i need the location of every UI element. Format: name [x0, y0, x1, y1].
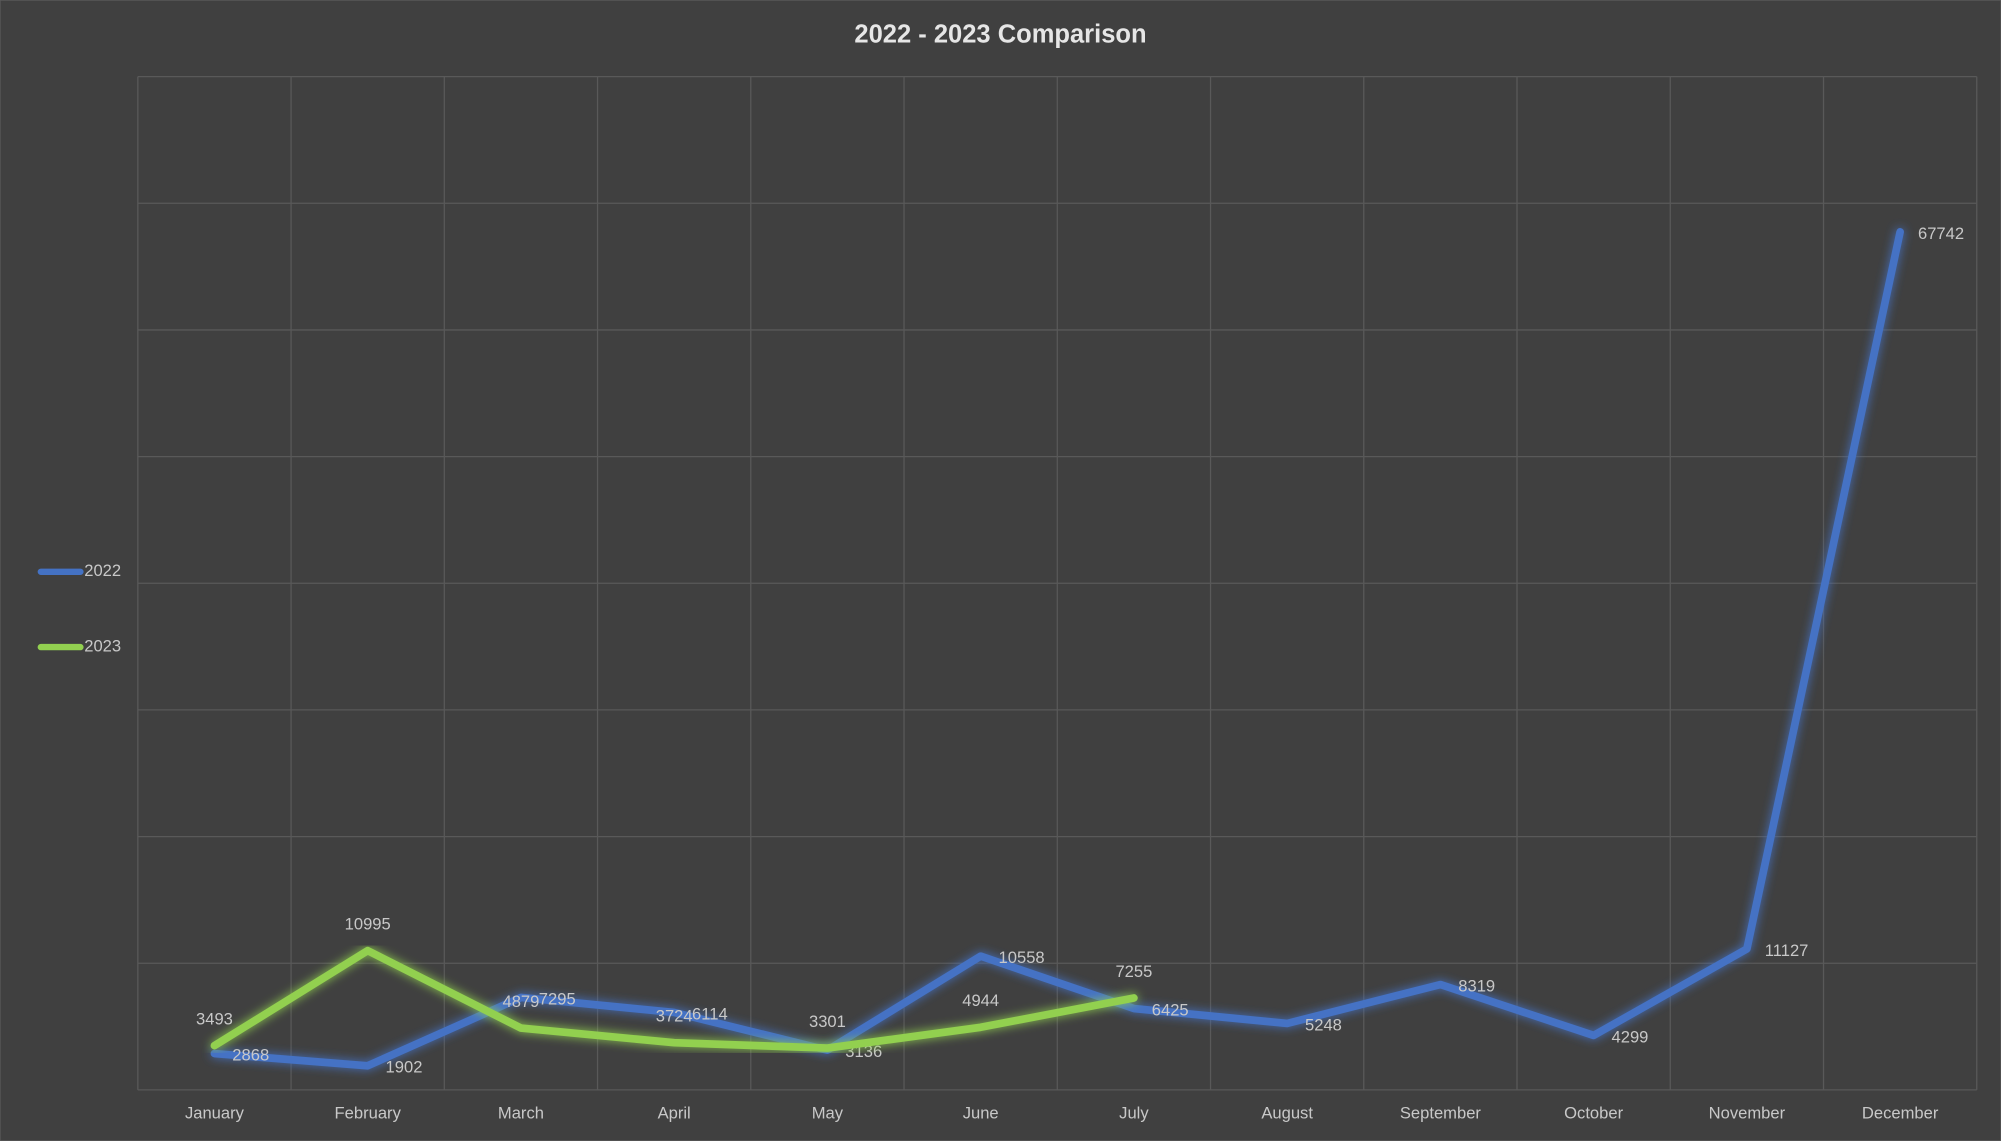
legend-label: 2023 [84, 636, 121, 655]
x-tick-label: June [963, 1104, 999, 1123]
series-line [210, 946, 1138, 1052]
data-label: 4299 [1612, 1027, 1649, 1046]
data-label: 7255 [1115, 962, 1152, 981]
legend-label: 2022 [84, 561, 121, 580]
data-label: 4944 [962, 991, 999, 1010]
x-tick-label: August [1261, 1104, 1313, 1123]
data-label: 6425 [1152, 1000, 1189, 1019]
data-label: 4879 [502, 992, 539, 1011]
data-label: 3493 [196, 1010, 233, 1029]
series-line [210, 228, 1904, 1070]
x-tick-label: December [1862, 1104, 1939, 1123]
data-label: 7295 [539, 989, 576, 1008]
x-tick-label: May [812, 1104, 844, 1123]
data-label: 3301 [809, 1012, 846, 1031]
x-tick-label: April [658, 1104, 691, 1123]
data-label: 3724 [656, 1007, 693, 1026]
chart-title: 2022 - 2023 Comparison [854, 21, 1146, 49]
x-tick-label: November [1709, 1104, 1786, 1123]
x-tick-label: February [335, 1104, 402, 1123]
x-tick-label: January [185, 1104, 245, 1123]
data-label: 1902 [386, 1058, 423, 1077]
data-label: 2868 [232, 1045, 269, 1064]
data-label: 5248 [1305, 1015, 1342, 1034]
data-label: 67742 [1918, 224, 1964, 243]
x-tick-label: September [1400, 1104, 1482, 1123]
data-label: 8319 [1458, 976, 1495, 995]
data-label: 11127 [1765, 941, 1809, 960]
data-label: 10558 [999, 948, 1045, 967]
x-tick-label: October [1564, 1104, 1623, 1123]
data-label: 6114 [692, 1004, 728, 1023]
x-tick-label: July [1119, 1104, 1149, 1123]
x-tick-label: March [498, 1104, 544, 1123]
data-label: 10995 [345, 914, 391, 933]
